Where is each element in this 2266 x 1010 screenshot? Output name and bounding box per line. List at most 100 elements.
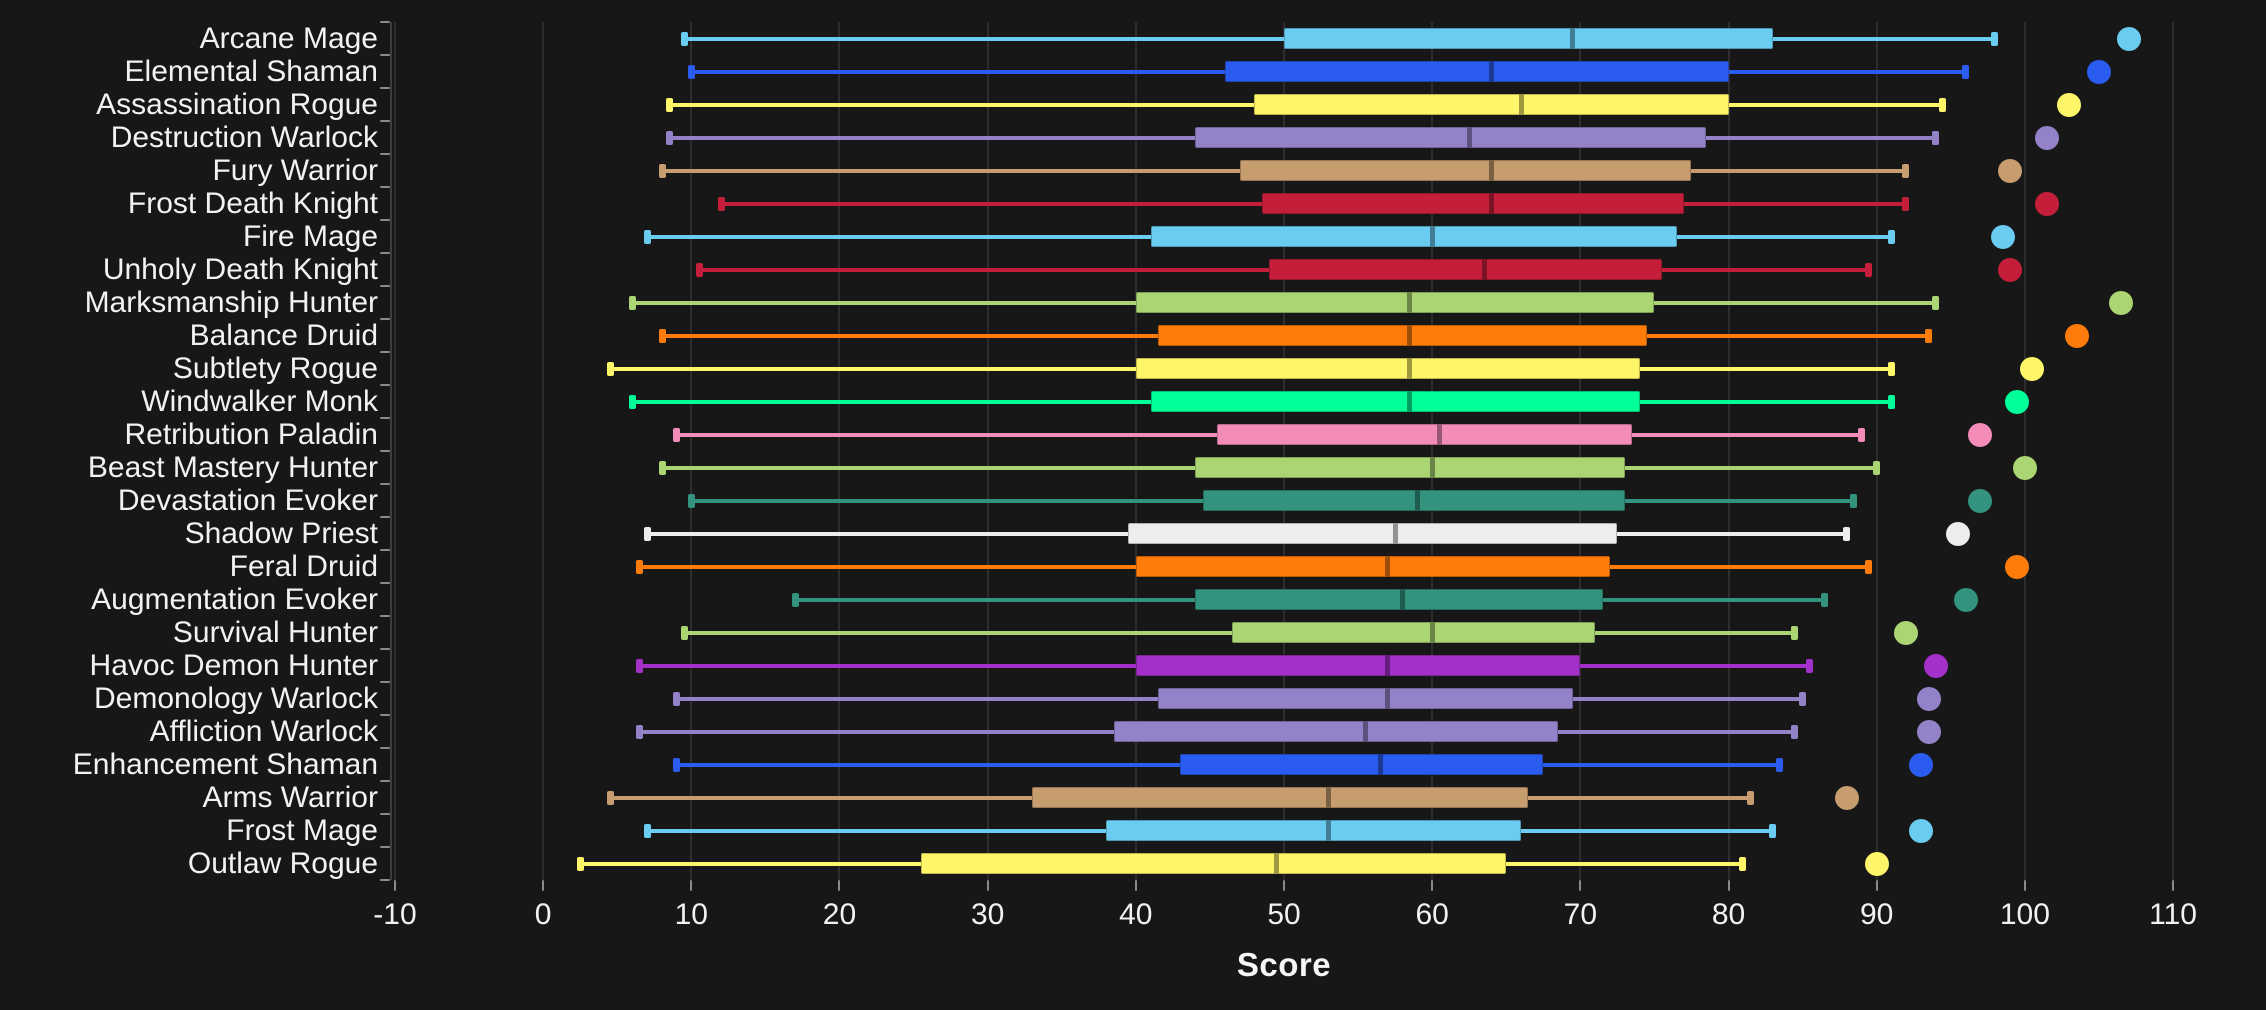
whisker-cap-low [666, 97, 674, 112]
y-axis-tick [380, 879, 390, 881]
y-axis-tick [380, 153, 390, 155]
whisker-cap-high [1843, 526, 1851, 541]
y-axis-tick [380, 219, 390, 221]
y-axis-tick [380, 714, 390, 716]
median-line [1385, 556, 1391, 577]
iqr-box [1202, 490, 1625, 511]
y-axis-tick [380, 417, 390, 419]
y-category-label: Feral Druid [229, 549, 378, 583]
whisker-cap-high [1739, 856, 1747, 871]
whisker-cap-high [1924, 328, 1932, 343]
outlier-dot [1990, 224, 2015, 249]
y-category-label: Enhancement Shaman [72, 747, 378, 781]
median-line [1325, 787, 1331, 808]
y-axis-tick [380, 384, 390, 386]
x-tick-label: 90 [1860, 898, 1894, 931]
gridline [542, 22, 545, 880]
iqr-box [1128, 523, 1618, 544]
gridline [1875, 22, 1878, 880]
gridline [986, 22, 989, 880]
whisker-cap-high [1887, 394, 1895, 409]
y-category-label: Destruction Warlock [110, 120, 378, 154]
y-axis-tick [380, 747, 390, 749]
iqr-box [1106, 820, 1522, 841]
outlier-dot [2057, 92, 2082, 117]
median-line [1466, 127, 1472, 148]
median-line [1570, 28, 1576, 49]
y-category-label: Outlaw Rogue [187, 846, 378, 880]
y-axis-tick [380, 615, 390, 617]
outlier-dot [2005, 554, 2030, 579]
whisker-cap-low [688, 64, 696, 79]
whisker-cap-low [636, 724, 644, 739]
outlier-dot [1953, 587, 1978, 612]
gridline [1134, 22, 1137, 880]
whisker-cap-high [1887, 229, 1895, 244]
y-axis-tick [380, 549, 390, 551]
iqr-box [1158, 688, 1573, 709]
y-category-label: Shadow Priest [184, 516, 378, 550]
whisker-cap-low [629, 295, 637, 310]
median-line [1488, 61, 1494, 82]
outlier-dot [1998, 257, 2023, 282]
outlier-dot [1946, 521, 1971, 546]
x-axis-tick [2172, 880, 2175, 891]
whisker-cap-high [1902, 196, 1910, 211]
iqr-box [1261, 193, 1685, 214]
whisker-cap-high [1746, 790, 1754, 805]
y-category-label: Beast Mastery Hunter [87, 450, 378, 484]
iqr-box [1269, 259, 1662, 280]
outlier-dot [1835, 785, 1860, 810]
outlier-dot [2086, 59, 2111, 84]
x-axis-tick [1579, 880, 1582, 891]
x-tick-label: 40 [1119, 898, 1153, 931]
gridline [690, 22, 693, 880]
whisker-cap-high [1931, 130, 1939, 145]
outlier-dot [2109, 290, 2134, 315]
median-line [1488, 193, 1494, 214]
whisker-cap-low [577, 856, 585, 871]
y-axis-tick [380, 54, 390, 56]
median-line [1407, 292, 1413, 313]
outlier-dot [1894, 620, 1919, 645]
x-tick-label: 60 [1415, 898, 1449, 931]
whisker-cap-low [643, 823, 651, 838]
whisker-cap-low [658, 460, 666, 475]
x-tick-label: 110 [2149, 898, 2197, 931]
iqr-box [1135, 556, 1610, 577]
whisker-cap-high [1768, 823, 1776, 838]
gridline [1283, 22, 1285, 880]
whisker-cap-high [1850, 493, 1858, 508]
x-axis-tick [1431, 880, 1434, 891]
outlier-dot [1923, 653, 1948, 678]
whisker-cap-high [1865, 262, 1873, 277]
iqr-box [1180, 754, 1544, 775]
iqr-box [1150, 226, 1677, 247]
median-line [1407, 391, 1413, 412]
outlier-dot [2020, 356, 2045, 381]
y-axis-tick [380, 483, 390, 485]
whisker-cap-high [1991, 31, 1999, 46]
x-axis-tick [838, 880, 841, 891]
iqr-box [1254, 94, 1729, 115]
outlier-dot [1909, 818, 1934, 843]
y-category-label: Arms Warrior [202, 780, 378, 814]
outlier-dot [1916, 686, 1941, 711]
y-category-label: Balance Druid [189, 318, 378, 352]
gridline [1579, 22, 1582, 880]
outlier-dot [2035, 125, 2060, 150]
x-tick-label: 50 [1267, 898, 1301, 931]
iqr-box [1195, 589, 1603, 610]
y-axis-tick [380, 780, 390, 782]
x-axis-tick [690, 880, 693, 891]
iqr-box [1239, 160, 1692, 181]
iqr-box [1032, 787, 1529, 808]
whisker-cap-high [1820, 592, 1828, 607]
whisker-cap-high [1798, 691, 1806, 706]
y-axis-tick [380, 318, 390, 320]
y-category-label: Devastation Evoker [117, 483, 378, 517]
x-axis-tick [986, 880, 989, 891]
y-category-label: Demonology Warlock [94, 681, 378, 715]
whisker-cap-low [680, 625, 688, 640]
